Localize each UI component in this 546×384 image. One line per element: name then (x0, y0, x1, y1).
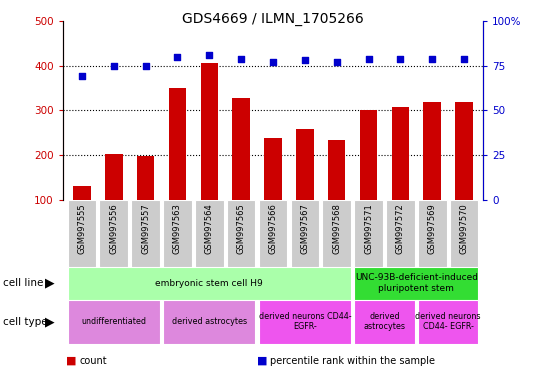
Text: UNC-93B-deficient-induced
pluripotent stem: UNC-93B-deficient-induced pluripotent st… (355, 273, 478, 293)
Point (173, 54, 182, 60)
Bar (68, 200, 96, 267)
Text: GSM997563: GSM997563 (173, 203, 182, 254)
Point (364, 56, 373, 62)
Bar (296, 129, 313, 200)
Point (396, 56, 405, 62)
Text: derived neurons
CD44- EGFR-: derived neurons CD44- EGFR- (416, 312, 481, 331)
Text: GSM997567: GSM997567 (300, 203, 310, 254)
Bar (450, 200, 478, 267)
Text: GSM997566: GSM997566 (269, 203, 277, 254)
Bar (68, 267, 351, 300)
Bar (105, 154, 122, 200)
Text: GSM997570: GSM997570 (460, 203, 468, 254)
Bar (418, 200, 447, 267)
Bar (418, 300, 478, 344)
Bar (354, 300, 415, 344)
Bar (137, 156, 155, 200)
Bar (200, 63, 218, 200)
Bar (386, 200, 415, 267)
Text: GSM997556: GSM997556 (109, 203, 118, 254)
Point (300, 57, 309, 63)
Bar (290, 200, 319, 267)
Point (141, 63, 150, 69)
Text: undifferentiated: undifferentiated (81, 317, 146, 326)
Bar (322, 200, 351, 267)
Bar (391, 107, 409, 200)
Text: GSM997557: GSM997557 (141, 203, 150, 254)
Bar (68, 300, 160, 344)
Point (460, 56, 468, 62)
Point (205, 52, 213, 58)
Bar (354, 267, 478, 300)
Bar (259, 200, 287, 267)
Bar (195, 200, 224, 267)
Point (78, 73, 86, 79)
Bar (99, 200, 128, 267)
Point (269, 59, 277, 65)
Bar (360, 109, 377, 200)
Bar (163, 300, 256, 344)
Point (333, 59, 341, 65)
Text: derived
astrocytes: derived astrocytes (364, 312, 406, 331)
Text: percentile rank within the sample: percentile rank within the sample (270, 356, 435, 366)
Bar (264, 138, 282, 200)
Text: GSM997555: GSM997555 (78, 203, 86, 254)
Bar (354, 200, 383, 267)
Bar (169, 88, 186, 200)
Text: GSM997564: GSM997564 (205, 203, 214, 254)
Point (109, 63, 118, 69)
Point (237, 56, 246, 62)
Bar (424, 103, 441, 200)
Text: GSM997572: GSM997572 (396, 203, 405, 254)
Text: GSM997569: GSM997569 (428, 203, 437, 254)
Text: GSM997571: GSM997571 (364, 203, 373, 254)
Text: derived astrocytes: derived astrocytes (172, 317, 247, 326)
Bar (455, 103, 473, 200)
Text: cell line: cell line (3, 278, 43, 288)
Text: GSM997565: GSM997565 (236, 203, 246, 254)
Text: GDS4669 / ILMN_1705266: GDS4669 / ILMN_1705266 (182, 12, 364, 25)
Bar (259, 300, 351, 344)
Bar (163, 200, 192, 267)
Text: embryonic stem cell H9: embryonic stem cell H9 (156, 279, 263, 288)
Bar (73, 186, 91, 200)
Bar (131, 200, 160, 267)
Bar (233, 98, 250, 200)
Text: GSM997568: GSM997568 (332, 203, 341, 254)
Text: ▶: ▶ (45, 315, 55, 328)
Text: ■: ■ (66, 356, 76, 366)
Bar (227, 200, 256, 267)
Text: cell type: cell type (3, 316, 48, 327)
Text: ■: ■ (257, 356, 267, 366)
Bar (328, 140, 346, 200)
Point (428, 56, 437, 62)
Text: count: count (79, 356, 107, 366)
Text: derived neurons CD44-
EGFR-: derived neurons CD44- EGFR- (259, 312, 351, 331)
Text: ▶: ▶ (45, 277, 55, 290)
